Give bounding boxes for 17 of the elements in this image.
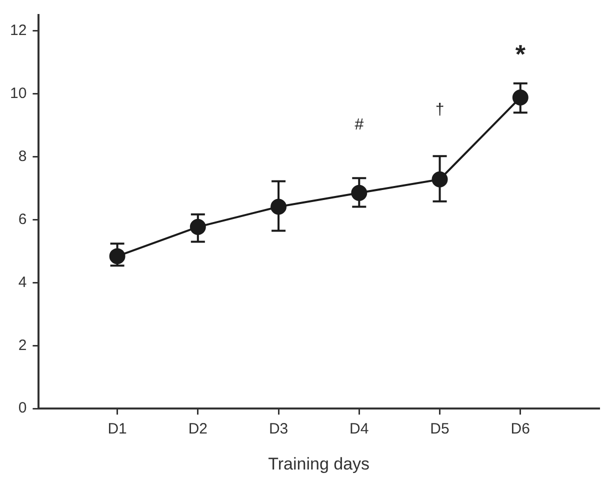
x-tick-label: D4 (350, 420, 369, 438)
y-tick-label: 0 (18, 400, 27, 417)
annotation: † (435, 101, 444, 118)
y-tick-label: 4 (18, 274, 27, 291)
y-tick-label: 2 (18, 336, 27, 354)
x-tick-label: D3 (268, 420, 288, 438)
x-axis-title: Training days (268, 454, 370, 474)
y-tick-label: 6 (18, 210, 27, 228)
x-tick-label: D6 (510, 420, 530, 438)
y-tick-label: 8 (18, 148, 27, 165)
x-tick-label: D5 (430, 420, 450, 438)
y-tick-label: 12 (10, 22, 27, 39)
annotation: * (515, 39, 526, 70)
annotation: # (354, 116, 364, 134)
x-tick-label: D1 (108, 420, 127, 438)
y-tick-label: 10 (10, 84, 27, 102)
x-tick-label: D2 (188, 420, 208, 438)
